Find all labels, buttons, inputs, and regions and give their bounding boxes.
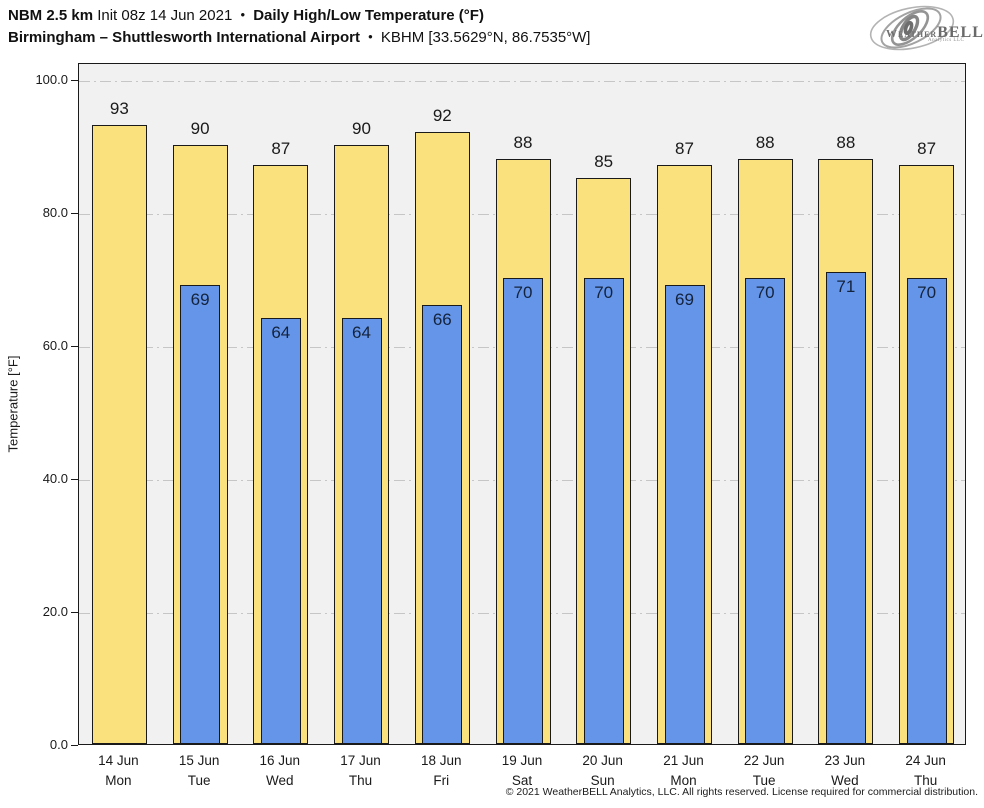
low-value-label: 66 xyxy=(432,309,452,329)
low-value-label: 70 xyxy=(594,283,614,303)
y-tick-mark xyxy=(71,79,78,81)
low-value-label: 71 xyxy=(836,276,856,296)
high-value-label: 88 xyxy=(513,132,533,152)
logo-weather-text: Weather xyxy=(886,28,938,40)
x-tick-date: 22 Jun xyxy=(743,753,785,768)
low-bar xyxy=(422,304,463,744)
low-bar xyxy=(260,318,301,744)
x-tick-date: 20 Jun xyxy=(582,753,623,768)
hurricane-logo-icon xyxy=(869,5,955,51)
x-tick-label: 19 Jun Sat xyxy=(477,751,567,791)
low-value-label: 70 xyxy=(917,283,937,303)
x-tick-date: 24 Jun xyxy=(905,753,946,768)
low-bar xyxy=(180,284,221,744)
low-value-label: 70 xyxy=(755,283,775,303)
high-value-label: 88 xyxy=(755,132,775,152)
x-tick-label: 20 Jun Sun xyxy=(558,751,648,791)
low-bar xyxy=(341,318,382,744)
high-value-label: 88 xyxy=(836,132,856,152)
y-tick-mark xyxy=(71,478,78,481)
x-tick-label: 14 Jun Mon xyxy=(73,751,163,791)
high-value-label: 87 xyxy=(917,139,937,159)
x-tick-weekday: Mon xyxy=(105,773,132,788)
y-tick-mark xyxy=(71,611,78,614)
x-tick-weekday: Sat xyxy=(511,773,533,788)
plot-area: 93 90 69 87 64 90 64 92 66 88 70 85 70 87 69 88 70 88 71 87… xyxy=(78,63,966,745)
high-value-label: 93 xyxy=(109,99,129,119)
low-bar xyxy=(583,278,624,744)
x-tick-weekday: Wed xyxy=(831,773,859,788)
low-bar xyxy=(745,278,786,744)
station-coordinates: KBHM [33.5629°N, 86.7535°W] xyxy=(380,29,591,46)
high-bar xyxy=(91,125,147,744)
y-tick-label: 60.0 xyxy=(42,337,68,353)
weatherbell-logo: WeatherBELL Analytics LLC xyxy=(864,3,983,53)
x-tick-weekday: Sun xyxy=(590,773,615,788)
x-tick-weekday: Wed xyxy=(266,773,294,788)
high-value-label: 92 xyxy=(432,105,452,125)
x-tick-date: 18 Jun xyxy=(421,753,462,768)
chart-title-line: NBM 2.5 km Init 08z 14 Jun 2021 • Daily … xyxy=(8,5,590,27)
grid-line xyxy=(79,80,965,82)
product-title: Daily High/Low Temperature (°F) xyxy=(253,7,484,24)
x-tick-weekday: Fri xyxy=(433,773,450,788)
x-tick-date: 21 Jun xyxy=(663,753,704,768)
chart-header: NBM 2.5 km Init 08z 14 Jun 2021 • Daily … xyxy=(8,5,590,49)
x-tick-date: 19 Jun xyxy=(501,753,543,768)
high-value-label: 85 xyxy=(594,152,614,172)
y-tick-label: 40.0 xyxy=(42,470,68,486)
x-tick-weekday: Thu xyxy=(348,773,373,788)
low-value-label: 69 xyxy=(675,289,694,309)
y-tick-label: 100.0 xyxy=(35,71,68,87)
x-tick-label: 16 Jun Wed xyxy=(235,751,325,791)
x-tick-label: 21 Jun Mon xyxy=(639,751,729,791)
logo-wordmark: WeatherBELL xyxy=(886,24,984,42)
y-axis-label: Temperature [°F] xyxy=(5,355,21,453)
x-tick-date: 23 Jun xyxy=(824,753,866,768)
init-time: Init 08z 14 Jun 2021 xyxy=(97,7,233,24)
y-tick-mark xyxy=(71,745,78,747)
high-value-label: 87 xyxy=(271,139,291,159)
y-tick-mark xyxy=(71,212,78,215)
x-tick-weekday: Thu xyxy=(913,773,938,788)
low-value-label: 64 xyxy=(352,323,371,343)
x-tick-label: 23 Jun Wed xyxy=(800,751,890,791)
low-value-label: 69 xyxy=(190,289,210,309)
bullet-separator: • xyxy=(240,7,246,22)
low-value-label: 64 xyxy=(271,323,291,343)
x-tick-date: 14 Jun xyxy=(98,753,139,768)
x-tick-label: 15 Jun Tue xyxy=(154,751,244,791)
low-value-label: 70 xyxy=(513,283,533,303)
high-value-label: 87 xyxy=(675,139,694,159)
x-tick-date: 15 Jun xyxy=(178,753,220,768)
y-tick-label: 20.0 xyxy=(42,603,68,619)
x-tick-label: 22 Jun Tue xyxy=(719,751,809,791)
x-tick-date: 16 Jun xyxy=(259,753,301,768)
y-tick-mark xyxy=(71,345,78,348)
high-value-label: 90 xyxy=(190,119,210,139)
copyright-notice: © 2021 WeatherBELL Analytics, LLC. All r… xyxy=(505,786,978,798)
x-tick-label: 17 Jun Thu xyxy=(316,751,406,791)
y-tick-label: 0.0 xyxy=(49,737,68,752)
chart-subtitle-line: Birmingham – Shuttlesworth International… xyxy=(8,27,590,49)
x-tick-weekday: Tue xyxy=(187,773,211,788)
x-tick-label: 24 Jun Thu xyxy=(881,751,971,791)
x-tick-date: 17 Jun xyxy=(340,753,381,768)
station-name: Birmingham – Shuttlesworth International… xyxy=(8,29,360,46)
low-bar xyxy=(906,278,947,744)
logo-analytics-text: Analytics LLC xyxy=(928,38,965,43)
low-bar xyxy=(825,271,866,744)
x-tick-label: 18 Jun Fri xyxy=(396,751,486,791)
bullet-separator: • xyxy=(368,29,373,44)
y-tick-label: 80.0 xyxy=(42,204,68,220)
logo-bell-text: BELL xyxy=(937,24,984,41)
high-value-label: 90 xyxy=(352,119,371,139)
low-bar xyxy=(503,278,543,744)
x-tick-weekday: Mon xyxy=(670,773,697,788)
x-tick-weekday: Tue xyxy=(752,773,776,788)
model-name: NBM 2.5 km xyxy=(8,7,94,24)
low-bar xyxy=(664,284,705,744)
